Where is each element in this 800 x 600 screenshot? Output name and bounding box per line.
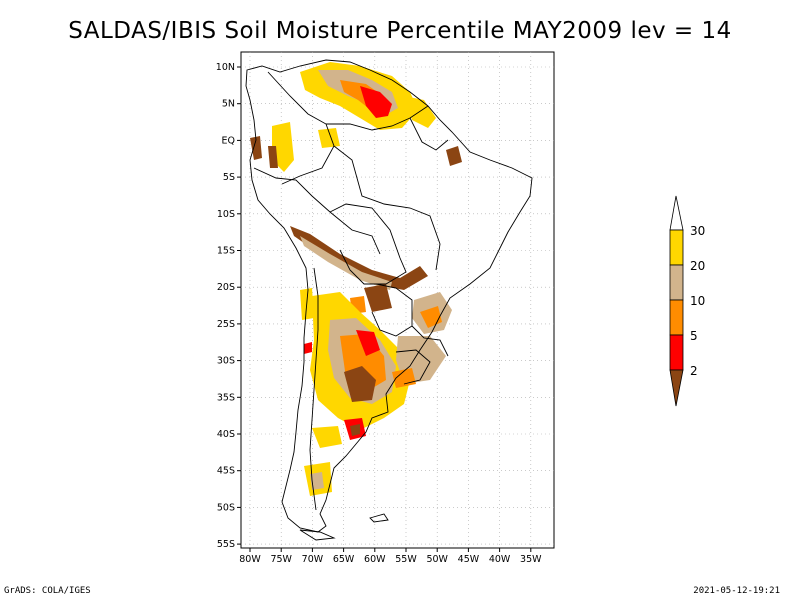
lat-tick-label: 15S — [217, 246, 235, 257]
shade-gold-amazon-nw — [318, 128, 340, 148]
percentile-shading — [250, 62, 462, 496]
colorbar-bottom-arrow — [669, 369, 684, 407]
shade-brown-paraguay — [364, 284, 392, 312]
lat-tick-label: 35S — [217, 392, 235, 403]
colorbar-bin-10 — [669, 299, 684, 336]
falkland-islands — [369, 513, 389, 523]
shade-gold-colombia — [272, 122, 294, 172]
border-uruguay — [395, 349, 431, 385]
plot-frame — [240, 51, 555, 549]
shade-brown-ne — [446, 146, 462, 166]
colorbar-label-30: 30 — [690, 224, 705, 238]
footer-credit: GrADS: COLA/IGES — [4, 586, 91, 596]
shade-gold-patagonia-1 — [312, 426, 342, 448]
shade-orange-uruguay — [392, 368, 416, 388]
lat-tick-label: 20S — [217, 282, 235, 293]
shade-brown-colombia — [250, 136, 262, 160]
lat-tick-label: 10S — [217, 209, 235, 220]
border-colombia — [267, 71, 335, 185]
south-america-coastline — [245, 59, 533, 533]
lat-tick-label: 45S — [217, 466, 235, 477]
border-venezuela — [326, 105, 429, 131]
lon-tick-label: 80W — [239, 554, 261, 565]
shade-red-argentina — [356, 330, 380, 356]
border-bolivia — [329, 203, 407, 285]
colorbar-label-20: 20 — [690, 259, 705, 273]
colorbar — [669, 195, 684, 407]
colorbar-bin-5 — [669, 334, 684, 371]
colorbar-bin-20 — [669, 264, 684, 301]
lat-tick-label: 50S — [217, 502, 235, 513]
shade-gold-guiana — [404, 96, 436, 128]
lon-tick-label: 50W — [426, 554, 448, 565]
border-brazil-west — [333, 145, 441, 271]
boundaries — [245, 59, 533, 541]
colorbar-label-10: 10 — [690, 294, 705, 308]
lon-tick-label: 55W — [395, 554, 417, 565]
lat-tick-label: 30S — [217, 356, 235, 367]
lat-tick-label: 5S — [223, 172, 235, 183]
shade-red-chile — [304, 342, 312, 354]
tierra-del-fuego — [299, 529, 336, 541]
lon-tick-label: 70W — [302, 554, 324, 565]
lat-tick-label: 25S — [217, 319, 235, 330]
border-guianas — [409, 117, 449, 151]
lat-tick-label: EQ — [222, 135, 235, 146]
longitude-labels: 80W 75W 70W 65W 60W 55W 50W 45W 40W 35W — [239, 548, 542, 565]
lat-tick-label: 40S — [217, 429, 235, 440]
lon-tick-label: 40W — [489, 554, 511, 565]
lon-tick-label: 65W — [333, 554, 355, 565]
lon-tick-label: 45W — [458, 554, 480, 565]
colorbar-labels: 30 20 10 5 2 — [690, 224, 705, 378]
lon-tick-label: 35W — [520, 554, 542, 565]
lon-tick-label: 60W — [364, 554, 386, 565]
lat-tick-label: 5N — [222, 99, 235, 110]
latitude-labels: 10N 5N EQ 5S 10S 15S 20S 25S 30S 35S 40S 45S 50S 55S — [216, 62, 241, 550]
border-argentina-chile — [309, 267, 319, 511]
lat-tick-label: 55S — [217, 539, 235, 550]
shade-tan-patagonia — [310, 472, 324, 490]
shade-brown-colombia-2 — [268, 146, 278, 168]
colorbar-bin-30 — [669, 229, 684, 266]
lat-tick-label: 10N — [216, 62, 235, 73]
shade-red-north — [360, 86, 392, 118]
colorbar-label-5: 5 — [690, 329, 698, 343]
colorbar-top-arrow — [669, 195, 684, 231]
colorbar-label-2: 2 — [690, 364, 698, 378]
border-ecuador-peru — [253, 167, 381, 255]
map-title: SALDAS/IBIS Soil Moisture Percentile MAY… — [68, 18, 732, 44]
shade-brown-ba — [350, 424, 360, 436]
shade-brown-argentina — [344, 366, 376, 402]
footer-timestamp: 2021-05-12-19:21 — [693, 586, 780, 596]
border-argentina-brazil — [411, 325, 449, 357]
lon-tick-label: 75W — [270, 554, 292, 565]
